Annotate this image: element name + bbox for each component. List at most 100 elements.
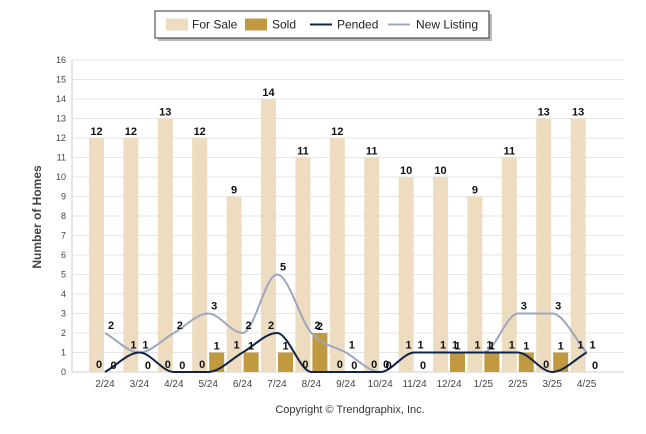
label-for-sale: 13 <box>572 107 584 119</box>
label-sold: 1 <box>489 341 495 353</box>
bar-for-sale-1-25 <box>467 196 483 372</box>
y-tick-label: 4 <box>61 289 66 299</box>
label-new-listing: 1 <box>349 340 355 352</box>
y-tick-label: 6 <box>61 250 66 260</box>
label-sold: 0 <box>145 360 151 372</box>
label-sold: 0 <box>179 360 185 372</box>
legend-swatch-for-sale <box>166 18 188 31</box>
x-tick-label: 7/24 <box>267 379 287 390</box>
y-tick-label: 1 <box>61 348 66 358</box>
bar-for-sale-10-24 <box>364 157 380 372</box>
lines <box>104 273 588 374</box>
label-new-listing: 3 <box>211 301 217 313</box>
label-pended: 1 <box>578 340 584 352</box>
x-tick-label: 9/24 <box>336 379 356 390</box>
label-new-listing: 1 <box>590 340 596 352</box>
x-tick-label: 11/24 <box>402 379 427 390</box>
label-for-sale: 9 <box>231 185 237 197</box>
label-for-sale: 12 <box>331 126 343 138</box>
label-for-sale: 9 <box>472 185 478 197</box>
bars <box>89 99 586 372</box>
bar-for-sale-12-24 <box>433 177 448 372</box>
x-tick-label: 2/24 <box>95 379 115 390</box>
label-pended: 0 <box>337 359 343 371</box>
label-new-listing: 2 <box>314 320 320 332</box>
label-sold: 2 <box>317 321 323 333</box>
label-for-sale: 14 <box>262 87 275 99</box>
label-for-sale: 11 <box>503 146 515 158</box>
y-tick-label: 13 <box>56 114 66 124</box>
label-sold: 1 <box>214 341 220 353</box>
y-tick-label: 9 <box>61 192 66 202</box>
y-tick-label: 15 <box>56 75 66 85</box>
legend-swatch-sold <box>245 18 267 31</box>
bar-for-sale-9-24 <box>329 138 345 372</box>
label-pended: 1 <box>406 340 412 352</box>
label-sold: 1 <box>454 341 460 353</box>
label-new-listing: 2 <box>177 320 183 332</box>
x-tick-label: 4/25 <box>577 379 597 390</box>
label-sold: 0 <box>420 360 426 372</box>
bar-for-sale-2-24 <box>89 138 104 372</box>
bar-for-sale-3-25 <box>536 118 552 372</box>
label-sold: 0 <box>110 360 116 372</box>
bar-for-sale-4-24 <box>157 118 173 372</box>
label-for-sale: 11 <box>297 146 309 158</box>
label-pended: 1 <box>474 340 480 352</box>
label-sold: 1 <box>248 341 254 353</box>
label-for-sale: 10 <box>434 165 446 177</box>
legend: For Sale Sold Pended New Listing <box>154 10 492 41</box>
y-tick-label: 8 <box>61 211 66 221</box>
bar-for-sale-8-24 <box>295 157 311 372</box>
label-sold: 0 <box>592 360 598 372</box>
x-tick-label: 5/24 <box>198 379 218 390</box>
legend-label-new-listing: New Listing <box>416 18 478 32</box>
y-tick-label: 12 <box>56 133 66 143</box>
label-for-sale: 12 <box>90 126 102 138</box>
line-pended <box>104 331 588 374</box>
x-tick-label: 10/24 <box>368 379 393 390</box>
label-pended: 0 <box>96 359 102 371</box>
x-tick-label: 8/24 <box>302 379 322 390</box>
label-pended: 1 <box>130 340 136 352</box>
label-new-listing: 5 <box>280 262 286 274</box>
x-tick-label: 2/25 <box>508 379 528 390</box>
label-new-listing: 0 <box>383 359 389 371</box>
bar-sold-12-24 <box>450 352 465 372</box>
legend-label-sold: Sold <box>272 18 296 32</box>
label-pended: 0 <box>543 359 549 371</box>
legend-label-pended: Pended <box>337 18 378 32</box>
label-sold: 1 <box>523 341 529 353</box>
bar-sold-8-24 <box>312 333 328 372</box>
label-for-sale: 13 <box>538 107 550 119</box>
line-new-listing <box>104 273 588 374</box>
bar-for-sale-3-24 <box>123 138 139 372</box>
y-tick-label: 14 <box>56 94 66 104</box>
bar-sold-6-24 <box>243 352 259 372</box>
x-tick-label: 3/25 <box>542 379 562 390</box>
bar-for-sale-7-24 <box>261 99 276 372</box>
y-tick-label: 16 <box>56 55 66 65</box>
bar-for-sale-5-24 <box>192 138 208 372</box>
label-for-sale: 13 <box>159 107 171 119</box>
legend-label-for-sale: For Sale <box>192 18 238 32</box>
y-tick-label: 2 <box>61 328 66 338</box>
x-tick-label: 4/24 <box>164 379 184 390</box>
bar-for-sale-4-25 <box>570 118 586 372</box>
label-new-listing: 3 <box>555 301 561 313</box>
label-new-listing: 3 <box>521 301 527 313</box>
label-new-listing: 2 <box>246 320 252 332</box>
label-new-listing: 1 <box>452 340 458 352</box>
label-for-sale: 10 <box>400 165 412 177</box>
y-tick-label: 3 <box>61 309 66 319</box>
label-for-sale: 11 <box>366 146 378 158</box>
label-pended: 0 <box>199 359 205 371</box>
bar-for-sale-11-24 <box>398 177 414 372</box>
label-sold: 0 <box>386 360 392 372</box>
label-sold: 1 <box>282 341 288 353</box>
label-pended: 0 <box>371 359 377 371</box>
y-tick-label: 10 <box>56 172 66 182</box>
